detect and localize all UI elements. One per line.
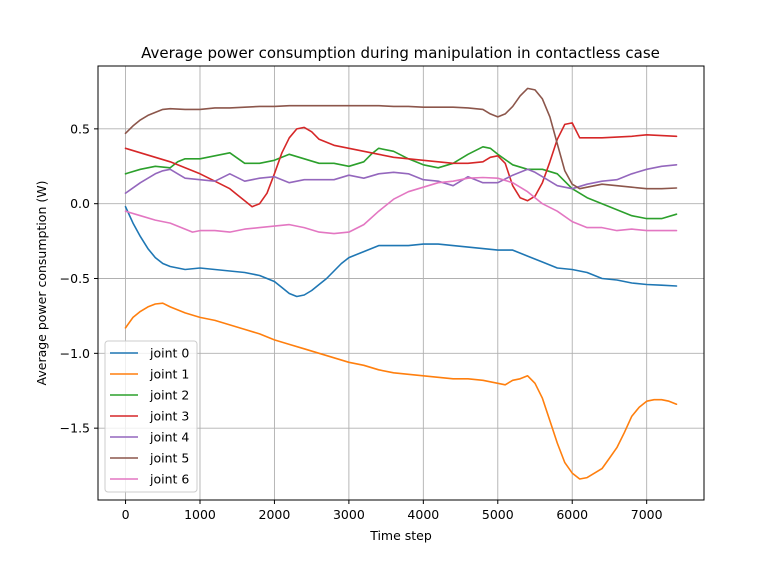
x-tick-label: 3000	[333, 507, 365, 522]
x-tick-label: 4000	[407, 507, 439, 522]
y-axis-label: Average power consumption (W)	[34, 181, 49, 386]
legend-label: joint 0	[149, 346, 189, 361]
y-tick-label: 0.5	[70, 121, 90, 136]
plot-frame	[97, 65, 705, 501]
series-line-joint-0	[124, 205, 678, 298]
legend-label: joint 1	[149, 367, 189, 382]
x-tick-label: 1000	[184, 507, 216, 522]
legend-label: joint 4	[149, 430, 189, 445]
legend: joint 0 joint 1 joint 2 joint 3 joint 4 joint…	[104, 340, 198, 493]
legend-label: joint 3	[149, 409, 189, 424]
y-tick-label: −1.0	[60, 346, 90, 361]
legend-label: joint 5	[149, 451, 189, 466]
x-axis-label: Time step	[369, 528, 432, 543]
x-tick-label: 6000	[556, 507, 588, 522]
y-tick-label: 0.0	[70, 196, 90, 211]
x-tick-label: 2000	[259, 507, 291, 522]
x-tick-label: 5000	[482, 507, 514, 522]
series-lines	[124, 87, 678, 480]
series-line-joint-4	[124, 164, 678, 194]
y-tick-label: −0.5	[60, 271, 90, 286]
x-tick-label: 7000	[631, 507, 663, 522]
x-tick-label: 0	[122, 507, 130, 522]
series-line-joint-3	[124, 122, 678, 208]
legend-label: joint 6	[149, 472, 189, 487]
axis-ticks: 0 1000 2000 3000 4000 5000 6000 7000 −1.5 −1.0 −0.…	[60, 121, 663, 522]
series-line-joint-2	[124, 146, 678, 220]
series-line-joint-1	[124, 302, 678, 480]
chart-title: Average power consumption during manipul…	[141, 44, 660, 62]
legend-label: joint 2	[149, 388, 189, 403]
series-line-joint-6	[124, 176, 678, 235]
y-tick-label: −1.5	[60, 421, 90, 436]
legend-box	[104, 340, 198, 493]
series-line-joint-5	[124, 87, 678, 190]
